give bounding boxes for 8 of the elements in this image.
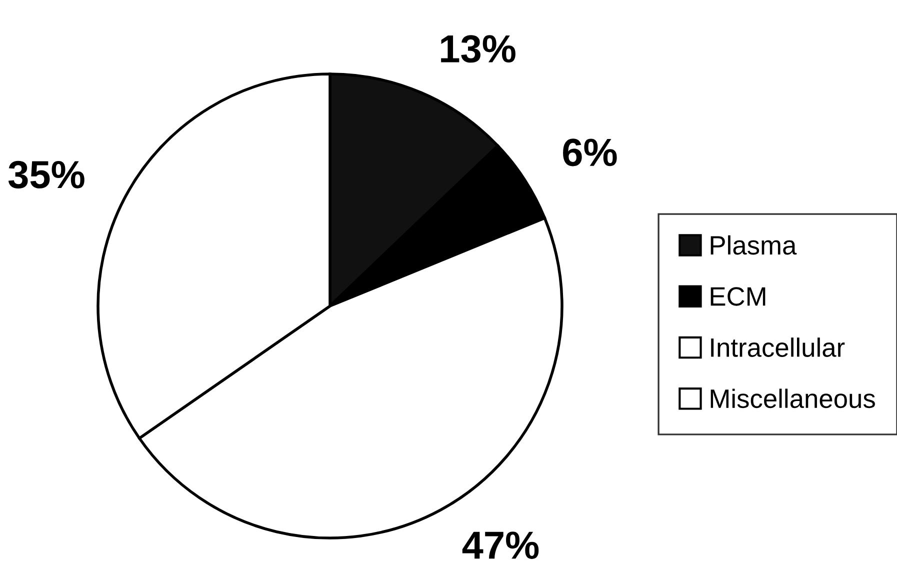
data-label: 13% [441,35,516,63]
data-label: 47% [462,532,539,559]
legend-label: Miscellaneous [710,388,875,408]
legend-label: Plasma [710,235,797,255]
data-label: 6% [563,138,617,166]
legend-label: ECM [710,287,766,306]
data-label: 35% [8,160,84,188]
legend-label: Intracellular [711,338,845,357]
